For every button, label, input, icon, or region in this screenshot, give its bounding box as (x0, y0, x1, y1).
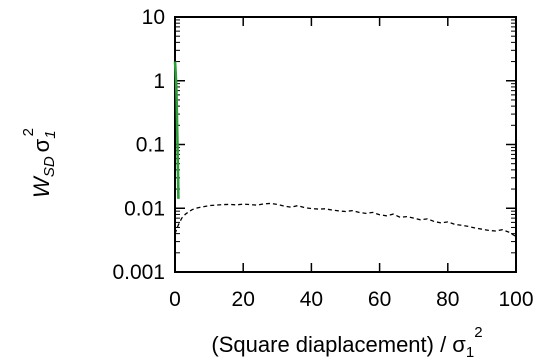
ticks (174, 16, 517, 273)
y-tick-label: 10 (142, 6, 165, 29)
y-axis-label: WSDσ12 (20, 128, 59, 198)
x-axis-label: (Square diaplacement) / σ12 (211, 324, 482, 360)
plot-frame (174, 16, 517, 273)
x-tick-label: 0 (169, 288, 181, 311)
plot-border (174, 16, 517, 273)
x-tick-label: 100 (498, 288, 533, 311)
y-tick-label: 0.001 (112, 261, 165, 284)
x-tick-label: 20 (232, 288, 255, 311)
x-tick-label: 40 (300, 288, 323, 311)
x-tick-label: 60 (368, 288, 391, 311)
y-tick-label: 0.1 (136, 134, 165, 157)
y-tick-label: 0.01 (124, 197, 165, 220)
y-tick-label: 1 (153, 70, 165, 93)
series-line-solid (173, 61, 180, 199)
tick-labels: 0 20 40 60 80 100 0.001 0.01 0.1 1 10 (112, 6, 533, 311)
x-tick-label: 80 (436, 288, 459, 311)
series-line-dashed (174, 202, 517, 238)
series-layer (173, 61, 517, 238)
